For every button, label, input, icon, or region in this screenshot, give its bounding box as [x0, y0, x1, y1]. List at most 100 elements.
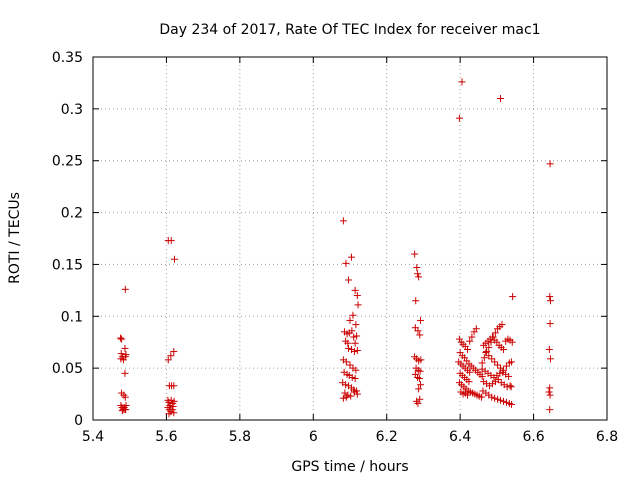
data-point — [472, 325, 480, 333]
data-point — [494, 376, 502, 384]
data-point — [546, 320, 554, 328]
y-tick-label: 0.2 — [61, 206, 83, 222]
data-point — [463, 391, 471, 399]
data-point — [122, 406, 130, 414]
data-point — [121, 369, 129, 377]
data-point — [348, 327, 356, 335]
data-point — [416, 381, 424, 389]
data-point — [546, 384, 554, 392]
data-point — [416, 316, 424, 324]
data-point — [483, 348, 491, 356]
y-tick-label: 0.15 — [52, 257, 83, 273]
data-point — [353, 292, 361, 300]
data-point — [350, 333, 358, 341]
data-point — [351, 339, 359, 347]
x-tick-label: 6.4 — [449, 429, 471, 445]
data-point — [546, 355, 554, 363]
data-point — [545, 345, 553, 353]
data-point — [346, 361, 354, 369]
y-tick-label: 0.05 — [52, 361, 83, 377]
y-tick-label: 0.3 — [61, 102, 83, 118]
data-point — [351, 286, 359, 294]
data-point — [412, 297, 420, 305]
data-point — [353, 390, 361, 398]
data-point — [498, 321, 506, 329]
data-point — [507, 383, 515, 391]
y-tick-label: 0 — [74, 413, 83, 429]
data-point — [170, 409, 178, 417]
data-point — [478, 372, 486, 380]
data-point — [167, 352, 175, 360]
data-point — [477, 393, 485, 401]
data-point — [168, 406, 176, 414]
data-point — [508, 358, 516, 366]
x-axis-label: GPS time / hours — [291, 459, 408, 475]
data-point — [546, 293, 554, 301]
data-point — [499, 397, 507, 405]
data-point — [411, 250, 419, 258]
data-point — [165, 410, 173, 418]
data-point — [545, 388, 553, 396]
data-point — [482, 349, 490, 357]
y-tick-label: 0.1 — [61, 309, 83, 325]
y-tick-labels: 0 0.05 0.1 0.15 0.2 0.25 0.3 0.35 — [52, 50, 83, 429]
x-tick-label: 6.8 — [596, 429, 618, 445]
data-point — [339, 394, 347, 402]
data-point — [342, 393, 350, 401]
data-point — [465, 378, 473, 386]
data-point — [345, 344, 353, 352]
data-point — [485, 352, 493, 360]
data-point — [339, 217, 347, 225]
x-tick-label: 5.4 — [82, 429, 104, 445]
data-point — [347, 392, 355, 400]
x-tick-label: 5.6 — [155, 429, 177, 445]
data-point — [455, 114, 463, 122]
plot-frame — [92, 56, 608, 421]
data-point — [414, 399, 422, 407]
data-point — [342, 358, 350, 366]
x-tick-label: 6 — [309, 429, 318, 445]
y-tick-label: 0.35 — [52, 50, 83, 66]
data-point — [118, 335, 126, 343]
data-point — [494, 361, 502, 369]
data-point — [508, 338, 516, 346]
data-point — [463, 345, 471, 353]
data-point — [480, 354, 488, 362]
data-point — [414, 327, 422, 335]
data-point — [353, 332, 361, 340]
chart-title: Day 234 of 2017, Rate Of TEC Index for r… — [159, 22, 540, 38]
data-point — [122, 351, 130, 359]
data-point — [415, 375, 423, 383]
data-point — [352, 321, 360, 329]
data-point — [466, 368, 474, 376]
data-point — [485, 343, 493, 351]
data-point — [352, 366, 360, 374]
data-point — [496, 369, 504, 377]
data-point — [164, 356, 172, 364]
data-point — [416, 331, 424, 339]
x-tick-label: 5.8 — [229, 429, 251, 445]
data-point — [458, 78, 466, 86]
data-point — [170, 382, 178, 390]
data-point — [353, 347, 361, 355]
data-point — [413, 264, 421, 272]
data-point — [346, 316, 354, 324]
data-point — [348, 373, 356, 381]
data-point — [167, 237, 175, 245]
data-point — [505, 372, 513, 380]
data-point — [417, 356, 425, 364]
y-tick-label: 0.25 — [52, 154, 83, 170]
data-point — [414, 270, 422, 278]
data-point — [494, 395, 502, 403]
data-point — [342, 381, 350, 389]
data-point — [167, 396, 175, 404]
data-point — [466, 337, 474, 345]
data-point — [416, 395, 424, 403]
data-point — [488, 393, 496, 401]
data-point — [342, 259, 350, 267]
data-point — [491, 358, 499, 366]
data-point — [170, 397, 178, 405]
data-point — [487, 338, 495, 346]
data-point — [546, 297, 554, 305]
